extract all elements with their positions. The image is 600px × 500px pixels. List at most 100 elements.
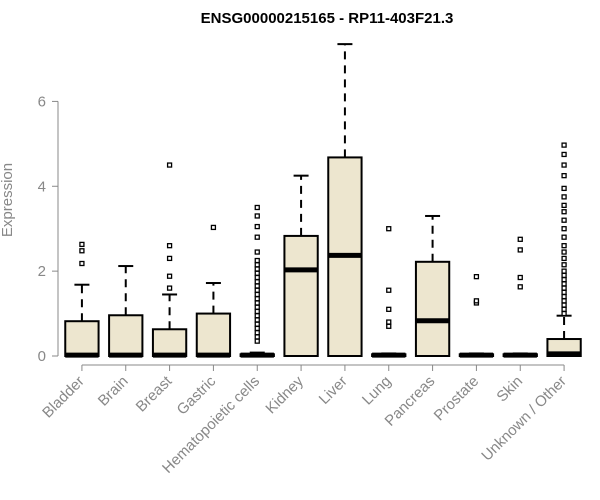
box-series — [64, 43, 582, 358]
box-bladder — [64, 241, 100, 358]
box-hematopoietic-cells — [239, 204, 275, 358]
outlier-point — [386, 287, 392, 293]
outlier-point — [561, 249, 567, 255]
box-gastric — [195, 224, 232, 358]
box-unknown-other — [546, 142, 582, 358]
outlier-point — [561, 302, 567, 308]
outlier-point — [561, 202, 567, 209]
outlier-point — [561, 243, 567, 249]
outlier-point — [561, 262, 567, 268]
outlier-point — [166, 162, 173, 168]
outlier-point — [561, 310, 567, 317]
outlier-point — [254, 317, 260, 323]
outlier-point — [79, 260, 85, 267]
box-brain — [108, 265, 144, 358]
outlier-point — [254, 249, 260, 255]
outlier-point — [254, 291, 260, 298]
outlier-point — [254, 321, 260, 327]
outlier-point — [561, 255, 567, 262]
outlier-point — [517, 274, 523, 281]
outlier-point — [254, 325, 260, 332]
outlier-point — [210, 224, 217, 231]
y-tick-label: 0 — [38, 348, 46, 365]
x-tick-label: Prostate — [431, 373, 483, 425]
outlier-point — [517, 236, 523, 242]
outlier-point — [254, 330, 260, 336]
outlier-point — [561, 293, 567, 300]
outlier-point — [254, 287, 260, 293]
outlier-point — [254, 313, 260, 319]
box-body — [414, 260, 451, 357]
outlier-point — [561, 234, 567, 240]
outlier-point — [561, 285, 567, 291]
outlier-point — [561, 268, 567, 274]
outlier-point — [561, 151, 567, 158]
outlier-point — [166, 255, 173, 262]
x-tick-label: Kidney — [262, 372, 307, 417]
outlier-point — [254, 283, 260, 289]
outlier-point — [254, 270, 260, 276]
box-breast — [151, 162, 188, 358]
outlier-point — [254, 262, 260, 268]
outlier-point — [79, 248, 85, 254]
box-pancreas — [414, 214, 451, 357]
y-tick-label: 4 — [38, 178, 46, 195]
y-axis: 0 2 4 6 — [38, 93, 59, 365]
outlier-point — [561, 289, 567, 296]
outlier-point — [561, 142, 567, 148]
box-body — [283, 234, 319, 357]
outlier-point — [254, 300, 260, 306]
outlier-point — [166, 273, 173, 279]
outlier-point — [79, 241, 85, 248]
outlier-point — [517, 247, 523, 253]
outlier-point — [254, 304, 260, 310]
outlier-point — [561, 276, 567, 283]
box-liver — [327, 43, 363, 357]
y-tick-label: 2 — [38, 263, 46, 280]
outlier-point — [166, 243, 173, 249]
outlier-point — [561, 162, 567, 168]
outlier-point — [561, 281, 567, 287]
box-body — [64, 320, 100, 358]
outlier-point — [561, 226, 567, 232]
outlier-point — [561, 209, 567, 215]
outlier-point — [386, 323, 392, 329]
x-tick-label: Brain — [95, 373, 132, 410]
outlier-point — [561, 194, 567, 200]
outlier-point — [386, 306, 392, 312]
outlier-point — [254, 334, 260, 340]
outlier-point — [561, 217, 567, 223]
outlier-point — [254, 213, 260, 219]
outlier-point — [254, 234, 260, 240]
x-tick-label: Skin — [493, 373, 526, 406]
chart-title: ENSG00000215165 - RP11-403F21.3 — [201, 10, 454, 27]
outlier-point — [254, 308, 260, 315]
x-tick-label: Liver — [316, 373, 351, 408]
outlier-point — [473, 274, 480, 280]
box-prostate — [458, 274, 495, 358]
outlier-point — [561, 306, 567, 312]
outlier-point — [517, 284, 523, 290]
y-tick-label: 6 — [38, 93, 46, 110]
outlier-point — [386, 226, 392, 232]
box-body — [195, 312, 232, 357]
box-skin — [502, 236, 538, 358]
x-tick-label: Lung — [359, 373, 395, 409]
y-axis-label: Expression — [0, 163, 16, 237]
box-body — [108, 314, 144, 357]
outlier-point — [254, 266, 260, 272]
outlier-point — [254, 296, 260, 302]
outlier-point — [561, 173, 567, 179]
x-tick-label: Bladder — [39, 373, 88, 422]
x-tick-label: Breast — [133, 372, 176, 415]
outlier-point — [561, 272, 567, 279]
box-body — [151, 328, 188, 358]
outlier-point — [254, 338, 260, 344]
box-kidney — [283, 174, 319, 357]
outlier-point — [254, 257, 260, 264]
outlier-point — [254, 274, 260, 281]
outlier-point — [561, 298, 567, 304]
outlier-point — [386, 319, 392, 325]
